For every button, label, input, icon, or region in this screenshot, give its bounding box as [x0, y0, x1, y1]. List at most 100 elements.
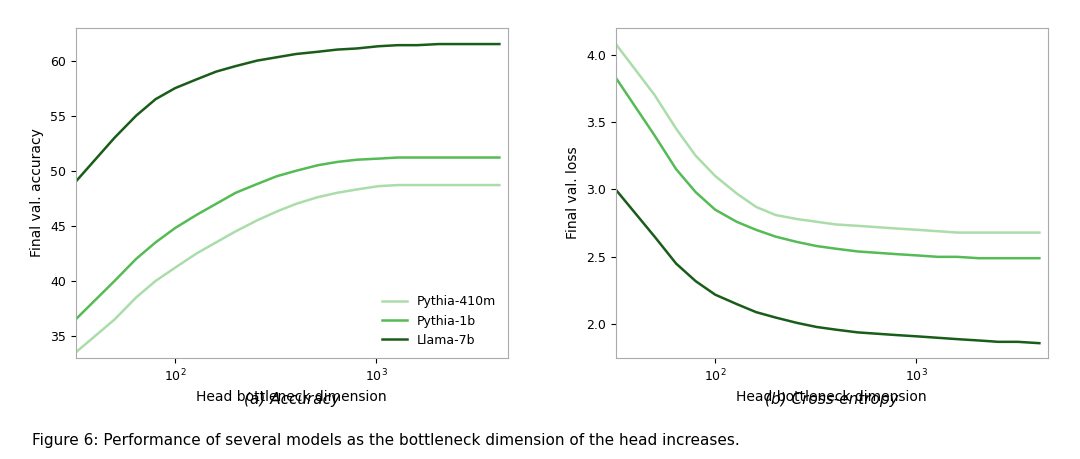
- Pythia-410m: [870, 224, 883, 230]
- Pythia-410m: [168, 265, 181, 270]
- Llama-7b: [991, 339, 1004, 345]
- Line: Llama-7b: Llama-7b: [616, 190, 1039, 343]
- Llama-7b: [130, 113, 143, 118]
- Pythia-1b: [350, 157, 363, 162]
- Llama-7b: [972, 338, 985, 343]
- Llama-7b: [791, 320, 804, 326]
- Llama-7b: [950, 336, 963, 342]
- Llama-7b: [471, 41, 484, 47]
- Pythia-1b: [210, 201, 222, 207]
- Y-axis label: Final val. loss: Final val. loss: [566, 146, 580, 239]
- Pythia-1b: [168, 225, 181, 231]
- Line: Pythia-1b: Pythia-1b: [76, 157, 499, 319]
- Pythia-1b: [829, 246, 842, 252]
- Pythia-1b: [1011, 256, 1024, 261]
- Pythia-1b: [69, 317, 82, 322]
- Llama-7b: [270, 55, 283, 60]
- Llama-7b: [829, 327, 842, 332]
- Legend: Pythia-410m, Pythia-1b, Llama-7b: Pythia-410m, Pythia-1b, Llama-7b: [377, 290, 501, 352]
- Pythia-1b: [890, 252, 903, 257]
- Pythia-410m: [1011, 230, 1024, 235]
- Llama-7b: [190, 77, 203, 82]
- Pythia-410m: [492, 182, 505, 188]
- Pythia-1b: [330, 159, 343, 165]
- Pythia-1b: [791, 239, 804, 245]
- Pythia-410m: [270, 209, 283, 214]
- Text: (a) Accuracy: (a) Accuracy: [244, 392, 339, 407]
- Llama-7b: [810, 324, 823, 330]
- Pythia-410m: [609, 41, 622, 46]
- Pythia-410m: [289, 201, 302, 207]
- Pythia-1b: [492, 155, 505, 160]
- Text: (b) Cross-entropy: (b) Cross-entropy: [765, 392, 899, 407]
- Pythia-1b: [950, 254, 963, 260]
- Pythia-410m: [149, 278, 162, 284]
- Pythia-1b: [648, 133, 661, 138]
- Llama-7b: [689, 278, 702, 284]
- Pythia-410m: [229, 229, 242, 234]
- Pythia-410m: [1032, 230, 1045, 235]
- X-axis label: Head bottleneck dimension: Head bottleneck dimension: [197, 390, 387, 404]
- Llama-7b: [609, 187, 622, 192]
- Pythia-1b: [931, 254, 944, 260]
- Pythia-1b: [991, 256, 1004, 261]
- Pythia-410m: [689, 153, 702, 158]
- Llama-7b: [451, 41, 464, 47]
- Pythia-1b: [471, 155, 484, 160]
- Llama-7b: [350, 46, 363, 51]
- Llama-7b: [730, 301, 743, 307]
- Pythia-1b: [372, 156, 384, 162]
- Pythia-1b: [451, 155, 464, 160]
- Pythia-1b: [769, 234, 782, 240]
- Pythia-1b: [609, 75, 622, 80]
- Llama-7b: [648, 234, 661, 240]
- Pythia-1b: [149, 240, 162, 245]
- Pythia-1b: [270, 174, 283, 179]
- Pythia-1b: [410, 155, 423, 160]
- Llama-7b: [912, 334, 924, 339]
- Llama-7b: [750, 309, 762, 315]
- Pythia-410m: [670, 126, 683, 131]
- Pythia-1b: [108, 278, 121, 284]
- Text: Figure 6: Performance of several models as the bottleneck dimension of the head : Figure 6: Performance of several models …: [32, 433, 740, 448]
- Pythia-410m: [931, 229, 944, 234]
- Pythia-1b: [229, 190, 242, 196]
- Pythia-410m: [410, 182, 423, 188]
- Pythia-410m: [810, 219, 823, 224]
- Pythia-1b: [670, 167, 683, 172]
- Llama-7b: [432, 41, 445, 47]
- Pythia-410m: [391, 182, 404, 188]
- Pythia-1b: [251, 181, 264, 187]
- Pythia-410m: [108, 317, 121, 322]
- Pythia-1b: [391, 155, 404, 160]
- Llama-7b: [1011, 339, 1024, 345]
- Pythia-1b: [912, 253, 924, 258]
- Llama-7b: [870, 331, 883, 336]
- Pythia-410m: [210, 240, 222, 245]
- Llama-7b: [708, 292, 721, 297]
- Pythia-410m: [372, 184, 384, 189]
- Pythia-410m: [311, 195, 324, 200]
- Llama-7b: [69, 179, 82, 185]
- Pythia-1b: [432, 155, 445, 160]
- Pythia-1b: [750, 227, 762, 233]
- Llama-7b: [492, 41, 505, 47]
- Llama-7b: [330, 47, 343, 52]
- Pythia-410m: [730, 190, 743, 196]
- Pythia-410m: [851, 223, 864, 229]
- Pythia-1b: [1032, 256, 1045, 261]
- Pythia-410m: [972, 230, 985, 235]
- Pythia-410m: [829, 222, 842, 227]
- Pythia-1b: [730, 219, 743, 224]
- Pythia-410m: [791, 216, 804, 222]
- Pythia-1b: [311, 162, 324, 168]
- Line: Pythia-1b: Pythia-1b: [616, 78, 1039, 258]
- Llama-7b: [851, 330, 864, 335]
- Line: Pythia-410m: Pythia-410m: [616, 44, 1039, 233]
- Pythia-410m: [451, 182, 464, 188]
- Pythia-410m: [912, 227, 924, 233]
- Y-axis label: Final val. accuracy: Final val. accuracy: [30, 129, 44, 257]
- Llama-7b: [890, 332, 903, 338]
- Pythia-410m: [330, 190, 343, 196]
- Pythia-410m: [750, 204, 762, 210]
